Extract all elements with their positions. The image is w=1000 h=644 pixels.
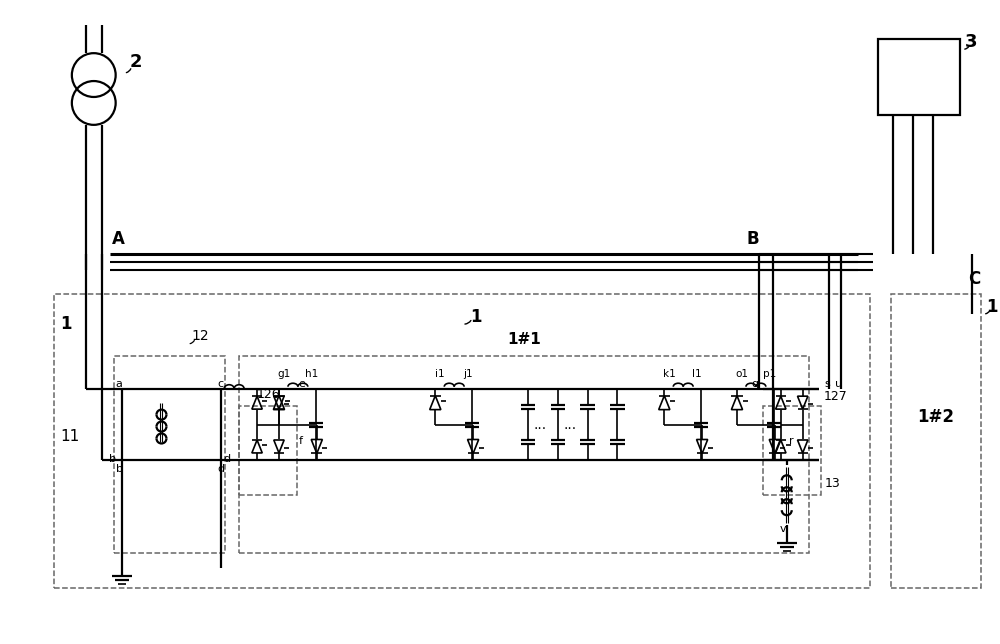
Bar — [239, 356, 809, 553]
Text: s: s — [825, 379, 830, 389]
Bar — [878, 39, 960, 115]
Text: 1#2: 1#2 — [918, 408, 955, 426]
Bar — [763, 406, 821, 495]
Text: i1: i1 — [435, 369, 445, 379]
Text: l1: l1 — [692, 369, 702, 379]
Text: B: B — [747, 231, 760, 249]
Text: A: A — [112, 231, 125, 249]
Text: 12: 12 — [191, 329, 209, 343]
Bar — [114, 356, 225, 553]
Text: d: d — [223, 455, 230, 464]
Bar — [54, 294, 870, 588]
Text: d: d — [217, 464, 224, 475]
Text: q: q — [752, 379, 759, 389]
Text: 1#1: 1#1 — [507, 332, 541, 347]
Text: a: a — [116, 379, 123, 389]
Text: k1: k1 — [663, 369, 676, 379]
Bar — [239, 406, 297, 495]
Text: o1: o1 — [735, 369, 748, 379]
Text: f: f — [299, 437, 303, 446]
Text: 2: 2 — [130, 53, 142, 71]
Text: ...: ... — [533, 417, 546, 431]
Text: 3: 3 — [965, 33, 977, 51]
Text: b: b — [109, 455, 116, 464]
Bar — [891, 294, 981, 588]
Text: u: u — [835, 379, 842, 389]
Text: v: v — [779, 524, 786, 534]
Text: g1: g1 — [277, 369, 291, 379]
Text: 13: 13 — [825, 477, 840, 490]
Text: r: r — [789, 437, 794, 446]
Text: ...: ... — [563, 417, 576, 431]
Text: 1: 1 — [470, 308, 482, 326]
Text: j1: j1 — [463, 369, 473, 379]
Text: C: C — [968, 270, 980, 288]
Text: c: c — [217, 379, 223, 389]
Text: b: b — [116, 464, 123, 475]
Text: e: e — [299, 379, 306, 389]
Text: 126: 126 — [256, 388, 280, 401]
Text: 127: 127 — [824, 390, 847, 402]
Text: h1: h1 — [305, 369, 318, 379]
Text: 1: 1 — [986, 298, 997, 316]
Text: 1: 1 — [60, 315, 71, 333]
Text: 11: 11 — [60, 430, 79, 444]
Text: p1: p1 — [763, 369, 776, 379]
